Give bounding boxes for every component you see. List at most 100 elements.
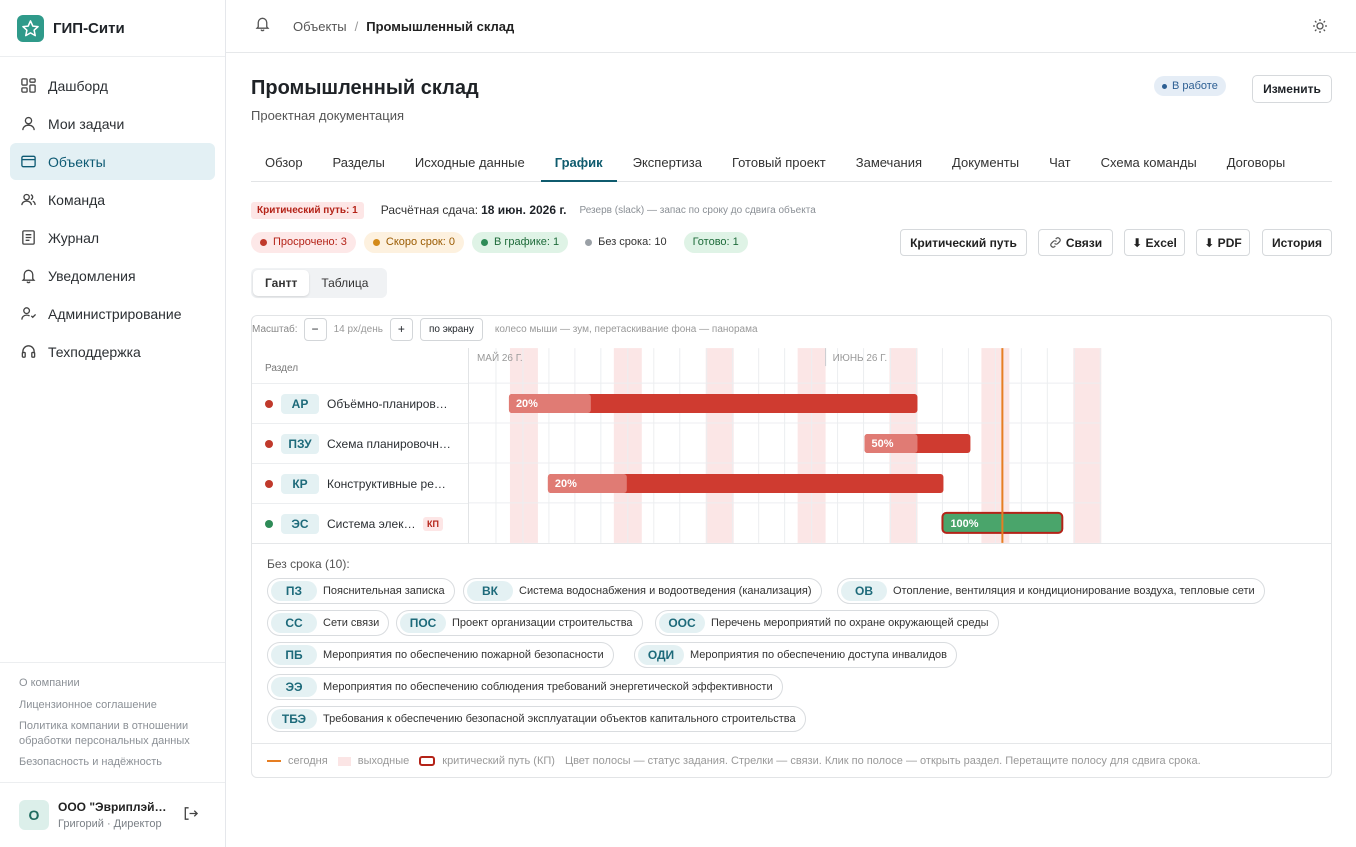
gantt-bar-pzu[interactable]: 50% <box>864 434 971 453</box>
section-name: Требования к обеспечению безопасной эксп… <box>323 713 796 725</box>
sidebar-item-my-tasks[interactable]: Мои задачи <box>10 105 215 142</box>
slack-note: Резерв (slack) — запас по сроку до сдвиг… <box>579 204 816 216</box>
history-button[interactable]: История <box>1262 229 1332 256</box>
weekend-swatch-icon <box>337 756 351 766</box>
view-table-tab[interactable]: Таблица <box>321 276 369 290</box>
chip-on-track[interactable]: В графике: 1 <box>471 231 569 253</box>
sidebar-item-support[interactable]: Техподдержка <box>10 333 215 370</box>
export-pdf-button[interactable]: ⬇ PDF <box>1196 229 1250 256</box>
tab-documents[interactable]: Документы <box>952 155 1020 170</box>
section-code: АР <box>281 393 319 414</box>
scale-value: 14 px/день <box>333 323 383 335</box>
links-button[interactable]: Связи <box>1038 229 1113 256</box>
no-date-item[interactable]: ПБ Мероприятия по обеспечению пожарной бе… <box>267 642 614 668</box>
section-name: Отопление, вентиляция и кондиционировани… <box>893 585 1255 597</box>
section-code: ТБЭ <box>271 709 317 729</box>
breadcrumb-objects[interactable]: Объекты <box>293 18 347 34</box>
sidebar-item-admin[interactable]: Администрирование <box>10 295 215 332</box>
logout-icon[interactable] <box>182 805 199 827</box>
chip-label: Готово: 1 <box>692 236 739 248</box>
sidebar-item-notifications[interactable]: Уведомления <box>10 257 215 294</box>
gantt-row[interactable]: ПЗУ Схема планировочной организации земе… <box>252 423 468 463</box>
chip-no-date[interactable]: Без срока: 10 <box>576 231 676 253</box>
sidebar-item-dashboard[interactable]: Дашборд <box>10 67 215 104</box>
view-switcher: Гантт Таблица <box>251 268 387 298</box>
gantt-row[interactable]: ЭС Система электроснабжения КП <box>252 503 468 543</box>
gantt-panel: Масштаб: − 14 px/день + по экрану колесо… <box>251 315 1332 778</box>
edit-button[interactable]: Изменить <box>1252 75 1332 103</box>
gantt-bar-ar[interactable]: 20% <box>508 394 918 414</box>
weekend-bands <box>509 348 1102 543</box>
chip-due-soon[interactable]: Скоро срок: 0 <box>363 231 464 253</box>
fit-to-screen-button[interactable]: по экрану <box>419 317 483 341</box>
link-privacy[interactable]: Политика компании в отношении обработки … <box>19 720 190 747</box>
section-name: Мероприятия по обеспечению соблюдения тр… <box>323 681 773 693</box>
due-soon-dot-icon <box>372 238 380 246</box>
notifications-bell-icon[interactable] <box>254 15 271 37</box>
gantt-column-header: Раздел <box>265 363 299 374</box>
tab-team-scheme[interactable]: Схема команды <box>1100 155 1197 170</box>
chip-done[interactable]: Готово: 1 <box>683 231 748 253</box>
brand[interactable]: ГИП-Сити <box>0 0 225 57</box>
month-label-june: ИЮНЬ 26 Г. <box>833 353 888 364</box>
page-title: Промышленный склад <box>251 77 479 99</box>
section-name: Система водоснабжения и водоотведения (к… <box>519 585 812 597</box>
tab-schedule[interactable]: График <box>540 146 617 182</box>
avatar[interactable]: О <box>19 800 49 830</box>
section-code: ОДИ <box>638 645 684 665</box>
no-date-item[interactable]: ВК Система водоснабжения и водоотведения … <box>463 578 822 604</box>
no-date-item[interactable]: ООС Перечень мероприятий по охране окружа… <box>655 610 999 636</box>
sidebar-item-objects[interactable]: Объекты <box>10 143 215 180</box>
bar-progress-label: 20% <box>555 478 577 490</box>
sidebar-item-journal[interactable]: Журнал <box>10 219 215 256</box>
tab-contracts[interactable]: Договоры <box>1226 155 1286 170</box>
view-gantt-tab[interactable]: Гантт <box>253 270 310 296</box>
tab-chat[interactable]: Чат <box>1049 155 1071 170</box>
tab-expertise[interactable]: Экспертиза <box>632 155 702 170</box>
tab-overview[interactable]: Обзор <box>265 155 303 170</box>
link-security[interactable]: Безопасность и надёжность <box>19 756 162 768</box>
tab-sections[interactable]: Разделы <box>332 155 385 170</box>
section-name: Мероприятия по обеспечению доступа инвал… <box>690 649 947 661</box>
zoom-in-button[interactable]: + <box>389 317 413 341</box>
sidebar-item-label: Объекты <box>48 153 106 170</box>
link-license[interactable]: Лицензионное соглашение <box>19 698 157 711</box>
no-date-item[interactable]: СС Сети связи <box>267 610 390 636</box>
scale-label: Масштаб: <box>252 323 298 335</box>
bar-progress-label: 50% <box>872 438 894 450</box>
sidebar-item-team[interactable]: Команда <box>10 181 215 218</box>
no-date-item[interactable]: ПЗ Пояснительная записка <box>267 578 455 604</box>
no-date-item[interactable]: ЭЭ Мероприятия по обеспечению соблюдения … <box>267 674 783 700</box>
critical-path-tag: КП <box>423 516 443 531</box>
legend-today-label: сегодня <box>288 755 328 767</box>
user-name: ООО "Эвриплэй… <box>58 800 167 814</box>
export-excel-button[interactable]: ⬇ Excel <box>1124 229 1185 256</box>
gantt-bar-kr[interactable]: 20% <box>547 473 944 493</box>
section-code: ПБ <box>271 645 317 665</box>
scale-hint: колесо мыши — зум, перетаскивание фона —… <box>494 323 758 335</box>
chip-overdue[interactable]: Просрочено: 3 <box>251 231 356 253</box>
link-about[interactable]: О компании <box>19 677 80 689</box>
zoom-out-button[interactable]: − <box>303 317 327 341</box>
legend-critical: критический путь (КП) <box>419 755 555 767</box>
section-code: ПОС <box>400 613 446 633</box>
legend-weekends: выходные <box>337 755 409 767</box>
gantt-row[interactable]: КР Конструктивные решения <box>252 463 468 503</box>
no-date-item[interactable]: ОВ Отопление, вентиляция и кондиционирова… <box>837 578 1265 604</box>
tab-final-project[interactable]: Готовый проект <box>731 155 826 170</box>
section-code: ПЗУ <box>281 433 319 454</box>
section-name: Конструктивные решения <box>327 476 453 491</box>
gantt-row-labels: Раздел АР Объёмно-планировочные решения … <box>252 346 468 543</box>
section-name: Перечень мероприятий по охране окружающе… <box>711 617 989 629</box>
gantt-timeline[interactable]: МАЙ 26 Г. ИЮНЬ 26 Г. 20% 50% 20% 100% <box>468 348 1331 543</box>
tab-source-data[interactable]: Исходные данные <box>414 155 525 170</box>
sidebar-item-label: Техподдержка <box>48 343 141 360</box>
critical-path-button[interactable]: Критический путь <box>900 229 1027 256</box>
status-dot-icon <box>1162 83 1167 89</box>
no-date-item[interactable]: ОДИ Мероприятия по обеспечению доступа ин… <box>634 642 957 668</box>
no-date-item[interactable]: ПОС Проект организации строительства <box>396 610 643 636</box>
theme-toggle-sun-icon[interactable] <box>1312 18 1328 39</box>
gantt-row[interactable]: АР Объёмно-планировочные решения <box>252 383 468 423</box>
tab-remarks[interactable]: Замечания <box>855 155 923 170</box>
no-date-item[interactable]: ТБЭ Требования к обеспечению безопасной э… <box>267 706 806 732</box>
